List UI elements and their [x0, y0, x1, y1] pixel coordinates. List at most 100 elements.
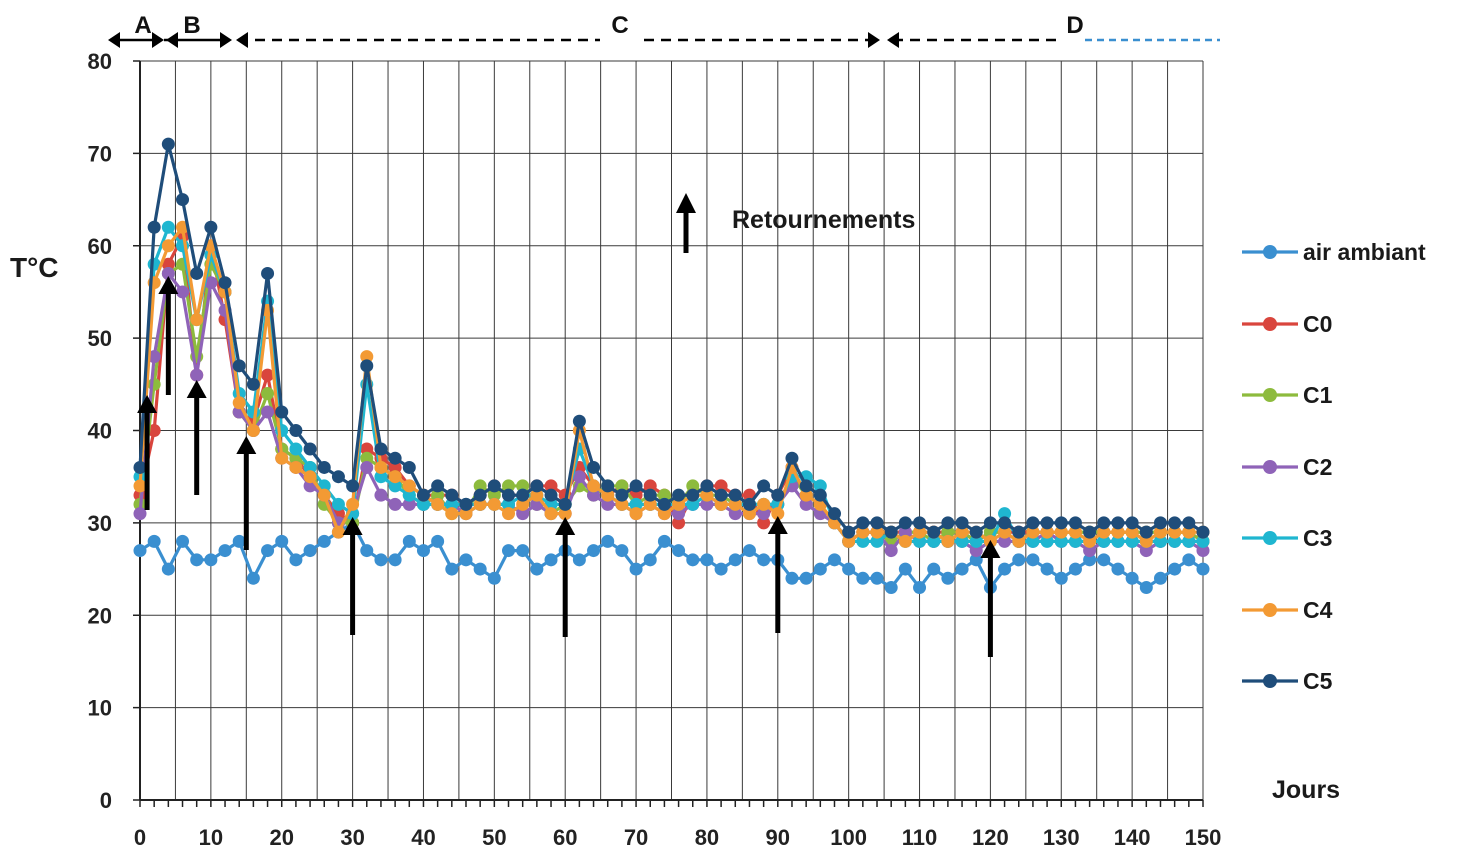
- data-point: [133, 507, 147, 521]
- data-point: [388, 479, 402, 493]
- data-point: [629, 507, 643, 521]
- data-point: [1153, 571, 1167, 585]
- data-point: [261, 387, 275, 401]
- data-point: [502, 488, 516, 502]
- data-point: [927, 534, 941, 548]
- x-axis-label: Jours: [1272, 776, 1340, 804]
- data-point: [402, 534, 416, 548]
- data-point: [416, 497, 430, 511]
- data-point: [870, 571, 884, 585]
- data-point: [544, 479, 558, 493]
- data-point: [969, 553, 983, 567]
- data-point: [147, 220, 161, 234]
- data-point: [785, 451, 799, 465]
- data-point: [445, 488, 459, 502]
- data-point: [714, 479, 728, 493]
- phase-arrowhead: [887, 32, 899, 48]
- data-point: [275, 534, 289, 548]
- x-tick-label: 140: [1114, 825, 1151, 850]
- data-point: [416, 488, 430, 502]
- data-point: [374, 470, 388, 484]
- data-point: [388, 553, 402, 567]
- legend-swatch-marker: [1263, 245, 1277, 259]
- data-point: [785, 571, 799, 585]
- legend-label: C2: [1303, 454, 1332, 480]
- data-point: [672, 544, 686, 558]
- data-point: [445, 497, 459, 511]
- data-point: [1196, 525, 1210, 539]
- legend-swatch-marker: [1263, 460, 1277, 474]
- series-line: [139, 520, 1204, 591]
- data-point: [757, 497, 771, 511]
- data-point: [672, 488, 686, 502]
- data-point: [728, 507, 742, 521]
- chart-legend: air ambiant C0 C1 C2 C3 C4 C5: [1242, 239, 1426, 694]
- data-point: [941, 534, 955, 548]
- data-point: [1153, 516, 1167, 530]
- data-point: [941, 571, 955, 585]
- data-point: [388, 470, 402, 484]
- data-point: [799, 479, 813, 493]
- data-point: [1083, 553, 1097, 567]
- data-point: [176, 193, 190, 207]
- data-point: [1168, 525, 1182, 539]
- data-point: [1083, 544, 1097, 558]
- data-point: [303, 470, 317, 484]
- data-point: [289, 442, 303, 456]
- data-point: [1083, 534, 1097, 548]
- data-point: [516, 544, 530, 558]
- data-point: [544, 488, 558, 502]
- data-point: [1168, 534, 1182, 548]
- data-point: [487, 488, 501, 502]
- data-point: [360, 350, 374, 364]
- data-point: [473, 479, 487, 493]
- data-point: [672, 507, 686, 521]
- phase-label-b: B: [183, 12, 200, 39]
- data-point: [657, 507, 671, 521]
- data-point: [686, 553, 700, 567]
- data-point: [374, 442, 388, 456]
- data-point: [374, 553, 388, 567]
- data-point: [1040, 525, 1054, 539]
- data-point: [870, 516, 884, 530]
- y-tick-label: 30: [88, 511, 112, 536]
- data-point: [1139, 534, 1153, 548]
- data-point: [331, 497, 345, 511]
- data-point: [544, 507, 558, 521]
- data-point: [1054, 525, 1068, 539]
- data-point: [700, 497, 714, 511]
- data-point: [799, 497, 813, 511]
- phase-arrowhead: [152, 32, 164, 48]
- data-point: [459, 497, 473, 511]
- turning-arrow: [236, 436, 257, 550]
- x-tick-label: 70: [624, 825, 648, 850]
- data-point: [1026, 553, 1040, 567]
- data-point: [1026, 525, 1040, 539]
- data-point: [388, 497, 402, 511]
- data-point: [161, 266, 175, 280]
- legend-swatch-marker: [1263, 674, 1277, 688]
- data-point: [317, 460, 331, 474]
- data-point: [601, 479, 615, 493]
- data-point: [629, 479, 643, 493]
- turning-arrow-head: [767, 516, 788, 534]
- data-point: [799, 571, 813, 585]
- data-point: [275, 451, 289, 465]
- data-point: [261, 368, 275, 382]
- data-point: [275, 405, 289, 419]
- data-point: [601, 497, 615, 511]
- data-point: [303, 460, 317, 474]
- data-point: [969, 525, 983, 539]
- data-point: [587, 460, 601, 474]
- data-point: [856, 571, 870, 585]
- data-point: [289, 460, 303, 474]
- phase-label-c: C: [611, 12, 628, 39]
- data-point: [1068, 525, 1082, 539]
- data-point: [955, 516, 969, 530]
- data-point: [983, 516, 997, 530]
- data-point: [842, 525, 856, 539]
- x-tick-label: 10: [199, 825, 223, 850]
- data-point: [246, 424, 260, 437]
- data-point: [473, 497, 487, 511]
- data-point: [487, 497, 501, 511]
